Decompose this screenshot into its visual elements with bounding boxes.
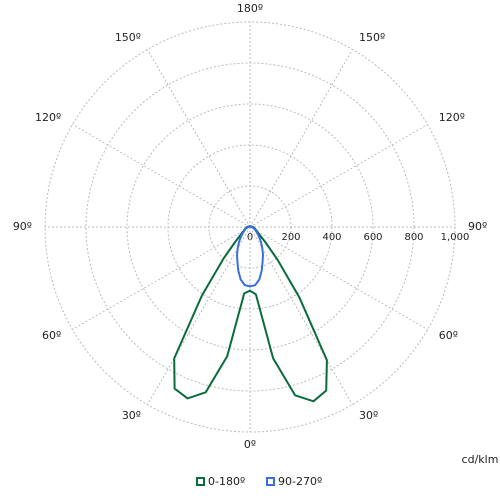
grid-spoke [249, 124, 428, 228]
legend-swatch [196, 477, 205, 486]
r-tick-label: 600 [363, 232, 382, 243]
legend-swatch [266, 477, 275, 486]
r-tick-label: 200 [281, 232, 300, 243]
angle-tick-label: 30º [359, 409, 378, 422]
angle-tick-label: 60º [42, 329, 61, 342]
grid-spoke [147, 49, 251, 228]
angle-tick-label: 150º [115, 31, 141, 44]
r-tick-label: 1,000 [441, 232, 470, 243]
angle-tick-label: 180º [237, 2, 263, 15]
angle-tick-label: 120º [35, 111, 61, 124]
angle-tick-label: 120º [439, 111, 465, 124]
grid-spoke [72, 124, 251, 228]
legend-label: 90-270º [278, 475, 322, 488]
legend-label: 0-180º [208, 475, 245, 488]
r-tick-label: 800 [404, 232, 423, 243]
angle-tick-label: 60º [439, 329, 458, 342]
grid-spoke [249, 226, 353, 405]
r-tick-label: 400 [322, 232, 341, 243]
grid-spoke [147, 226, 251, 405]
grid-ring [126, 103, 374, 351]
angle-tick-label: 90º [13, 220, 32, 233]
series-line [235, 225, 265, 288]
angle-tick-label: 30º [122, 409, 141, 422]
series-line [173, 225, 328, 403]
unit-label: cd/klm [462, 453, 499, 466]
r-tick-label: 0 [247, 232, 253, 243]
angle-tick-label: 90º [468, 220, 487, 233]
grid-spoke [72, 226, 251, 330]
grid-spoke [249, 49, 353, 228]
angle-tick-label: 150º [359, 31, 385, 44]
angle-tick-label: 0º [244, 438, 256, 451]
